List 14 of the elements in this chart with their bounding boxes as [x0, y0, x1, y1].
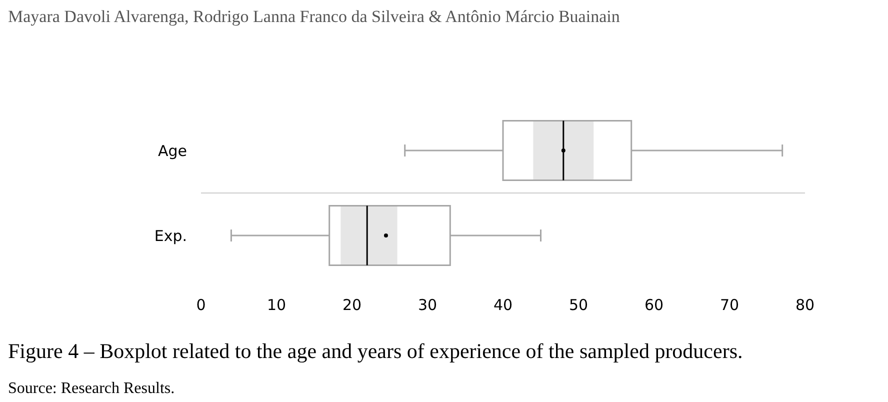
y-tick-label: Exp. — [154, 226, 187, 245]
x-tick-label: 70 — [720, 296, 740, 314]
x-tick-label: 50 — [568, 296, 588, 314]
x-tick-label: 20 — [342, 296, 362, 314]
source-note: Source: Research Results. — [8, 380, 175, 397]
x-tick-label: 40 — [493, 296, 513, 314]
x-tick-label: 30 — [418, 296, 438, 314]
x-tick-label: 10 — [266, 296, 286, 314]
text: Figure 4 – Boxplot related to the age and years of experience of the sampled producers. — [8, 339, 743, 363]
x-tick-label: 80 — [795, 296, 815, 314]
x-tick-label: 60 — [644, 296, 664, 314]
x-tick-label: 0 — [196, 296, 206, 314]
text: Mayara Davoli Alvarenga, Rodrigo Lanna Franco da Silveira & Antônio Márcio Buainain — [8, 7, 620, 26]
y-tick-label: Age — [158, 142, 187, 160]
